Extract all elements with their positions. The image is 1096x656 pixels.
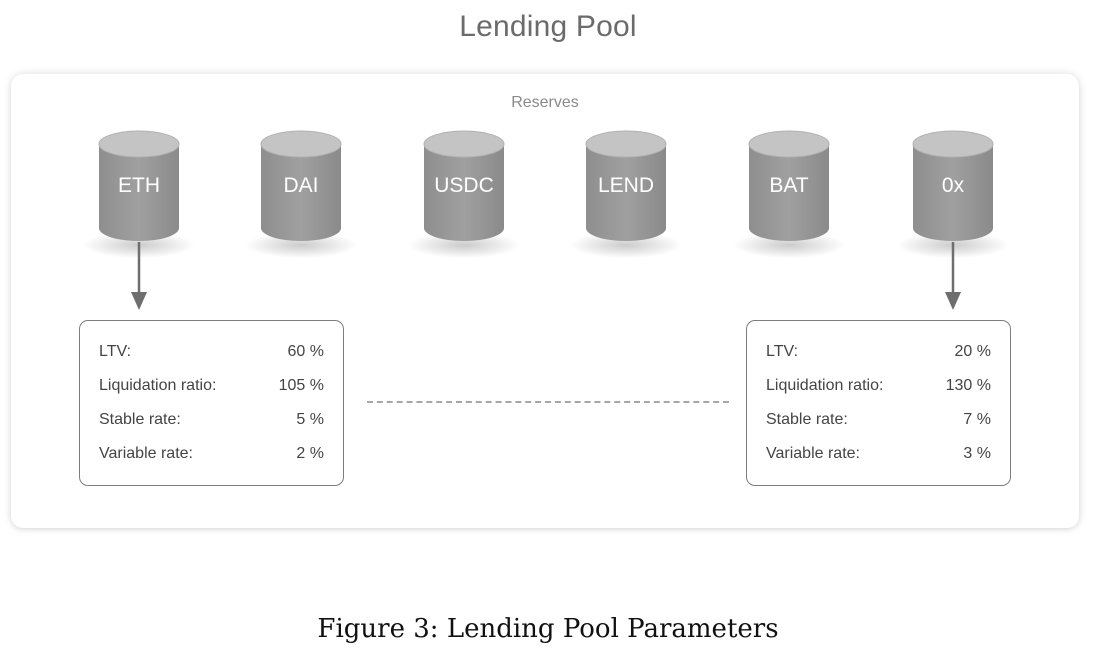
lending-pool-panel: Reserves ETH DAI USDC LEND BAT 0x (11, 74, 1079, 528)
param-value: 20 % (954, 343, 991, 360)
reserve-bat-cylinder: BAT (748, 130, 830, 242)
param-row: LTV: 20 % (766, 343, 991, 367)
reserve-label: DAI (283, 174, 319, 197)
param-label: Stable rate: (766, 411, 848, 428)
param-label: Variable rate: (766, 445, 860, 462)
param-row: Liquidation ratio: 105 % (99, 377, 324, 401)
reserve-label: LEND (597, 174, 655, 197)
diagram-title: Lending Pool (459, 10, 637, 43)
arrow-down-icon (131, 242, 147, 310)
param-label: Variable rate: (99, 445, 193, 462)
param-value: 2 % (296, 445, 324, 462)
param-label: Liquidation ratio: (766, 377, 884, 394)
param-value: 7 % (963, 411, 991, 428)
reserve-label: 0x (941, 174, 965, 197)
param-row: Variable rate: 2 % (99, 445, 324, 469)
param-label: Stable rate: (99, 411, 181, 428)
param-label: Liquidation ratio: (99, 377, 217, 394)
reserve-label: BAT (769, 174, 809, 197)
param-row: Stable rate: 5 % (99, 411, 324, 435)
figure-caption: Figure 3: Lending Pool Parameters (317, 614, 779, 644)
ellipsis-dashed-line (367, 401, 729, 403)
param-value: 5 % (296, 411, 324, 428)
param-row: Variable rate: 3 % (766, 445, 991, 469)
param-value: 105 % (278, 377, 324, 394)
reserves-label: Reserves (511, 94, 579, 111)
eth-parameters-box: LTV: 60 % Liquidation ratio: 105 % Stabl… (79, 320, 344, 486)
reserve-usdc-cylinder: USDC (423, 130, 505, 242)
param-label: LTV: (99, 343, 132, 360)
reserve-lend-cylinder: LEND (585, 130, 667, 242)
param-row: Stable rate: 7 % (766, 411, 991, 435)
arrow-down-icon (945, 242, 961, 310)
0x-parameters-box: LTV: 20 % Liquidation ratio: 130 % Stabl… (746, 320, 1011, 486)
reserve-dai-cylinder: DAI (260, 130, 342, 242)
reserve-eth-cylinder: ETH (98, 130, 180, 242)
param-value: 3 % (963, 445, 991, 462)
param-value: 60 % (287, 343, 324, 360)
param-row: LTV: 60 % (99, 343, 324, 367)
reserve-label: USDC (434, 174, 494, 197)
param-row: Liquidation ratio: 130 % (766, 377, 991, 401)
param-value: 130 % (945, 377, 991, 394)
reserve-0x-cylinder: 0x (912, 130, 994, 242)
param-label: LTV: (766, 343, 799, 360)
reserve-label: ETH (118, 174, 160, 197)
